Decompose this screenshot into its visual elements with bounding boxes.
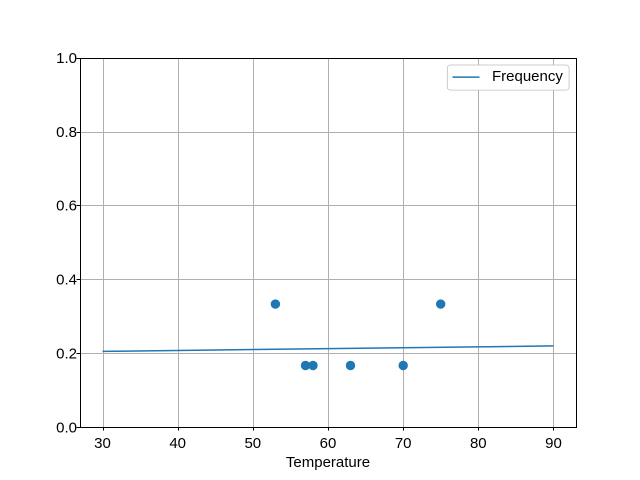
svg-text:50: 50 bbox=[244, 435, 261, 452]
svg-text:90: 90 bbox=[545, 435, 562, 452]
svg-text:Frequency: Frequency bbox=[492, 68, 563, 85]
svg-text:0.2: 0.2 bbox=[56, 346, 77, 363]
svg-text:60: 60 bbox=[320, 435, 337, 452]
svg-text:30: 30 bbox=[94, 435, 111, 452]
svg-text:0.4: 0.4 bbox=[56, 272, 77, 289]
svg-text:70: 70 bbox=[395, 435, 412, 452]
svg-text:0.8: 0.8 bbox=[56, 124, 77, 141]
svg-text:40: 40 bbox=[169, 435, 186, 452]
svg-text:80: 80 bbox=[470, 435, 487, 452]
svg-text:Temperature: Temperature bbox=[286, 454, 370, 471]
svg-text:0.0: 0.0 bbox=[56, 420, 77, 437]
svg-text:0.6: 0.6 bbox=[56, 198, 77, 215]
svg-text:1.0: 1.0 bbox=[56, 50, 77, 67]
